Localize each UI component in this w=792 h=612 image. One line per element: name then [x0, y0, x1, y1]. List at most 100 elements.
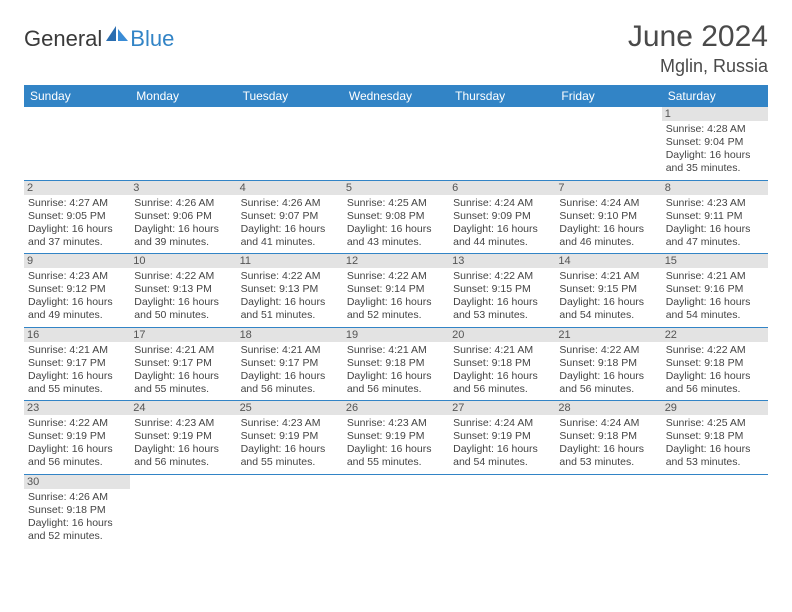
- sunset-line: Sunset: 9:19 PM: [453, 430, 551, 443]
- day-number: 3: [130, 181, 236, 195]
- sunrise-line: Sunrise: 4:21 AM: [666, 270, 764, 283]
- calendar-day-cell: 3Sunrise: 4:26 AMSunset: 9:06 PMDaylight…: [130, 180, 236, 254]
- daylight-line: Daylight: 16 hours and 56 minutes.: [666, 370, 764, 396]
- weekday-header: Wednesday: [343, 85, 449, 107]
- calendar-day-cell: 15Sunrise: 4:21 AMSunset: 9:16 PMDayligh…: [662, 254, 768, 328]
- day-number: 9: [24, 254, 130, 268]
- day-number: 11: [237, 254, 343, 268]
- sunrise-line: Sunrise: 4:25 AM: [666, 417, 764, 430]
- daylight-line: Daylight: 16 hours and 55 minutes.: [241, 443, 339, 469]
- daylight-line: Daylight: 16 hours and 56 minutes.: [134, 443, 232, 469]
- day-number: 16: [24, 328, 130, 342]
- daylight-line: Daylight: 16 hours and 56 minutes.: [28, 443, 126, 469]
- daylight-line: Daylight: 16 hours and 55 minutes.: [347, 443, 445, 469]
- sunrise-line: Sunrise: 4:22 AM: [134, 270, 232, 283]
- day-number: 28: [555, 401, 661, 415]
- calendar-day-cell: 9Sunrise: 4:23 AMSunset: 9:12 PMDaylight…: [24, 254, 130, 328]
- sunset-line: Sunset: 9:10 PM: [559, 210, 657, 223]
- sunset-line: Sunset: 9:18 PM: [666, 357, 764, 370]
- sunrise-line: Sunrise: 4:23 AM: [28, 270, 126, 283]
- sunset-line: Sunset: 9:06 PM: [134, 210, 232, 223]
- calendar-day-cell: 27 Sunrise: 4:24 AMSunset: 9:19 PMDayligh…: [449, 401, 555, 475]
- calendar-empty-cell: [555, 107, 661, 180]
- daylight-line: Daylight: 16 hours and 54 minutes.: [666, 296, 764, 322]
- sunset-line: Sunset: 9:04 PM: [666, 136, 764, 149]
- calendar-day-cell: 18Sunrise: 4:21 AMSunset: 9:17 PMDayligh…: [237, 327, 343, 401]
- day-number: 22: [662, 328, 768, 342]
- sunset-line: Sunset: 9:16 PM: [666, 283, 764, 296]
- calendar-empty-cell: [449, 474, 555, 547]
- sunset-line: Sunset: 9:09 PM: [453, 210, 551, 223]
- sunrise-line: Sunrise: 4:22 AM: [559, 344, 657, 357]
- sunrise-line: Sunrise: 4:23 AM: [666, 197, 764, 210]
- logo-text-main: General: [24, 26, 102, 52]
- sunrise-line: Sunrise: 4:24 AM: [559, 197, 657, 210]
- daylight-line: Daylight: 16 hours and 50 minutes.: [134, 296, 232, 322]
- sunrise-line: Sunrise: 4:24 AM: [453, 417, 551, 430]
- daylight-line: Daylight: 16 hours and 41 minutes.: [241, 223, 339, 249]
- day-number: 26: [343, 401, 449, 415]
- calendar-day-cell: 13Sunrise: 4:22 AMSunset: 9:15 PMDayligh…: [449, 254, 555, 328]
- daylight-line: Daylight: 16 hours and 39 minutes.: [134, 223, 232, 249]
- sunrise-line: Sunrise: 4:22 AM: [666, 344, 764, 357]
- calendar-empty-cell: [237, 107, 343, 180]
- daylight-line: Daylight: 16 hours and 53 minutes.: [559, 443, 657, 469]
- daylight-line: Daylight: 16 hours and 47 minutes.: [666, 223, 764, 249]
- calendar-day-cell: 6 Sunrise: 4:24 AMSunset: 9:09 PMDaylight…: [449, 180, 555, 254]
- calendar-day-cell: 10Sunrise: 4:22 AMSunset: 9:13 PMDayligh…: [130, 254, 236, 328]
- day-number: 10: [130, 254, 236, 268]
- daylight-line: Daylight: 16 hours and 54 minutes.: [453, 443, 551, 469]
- calendar-day-cell: 30Sunrise: 4:26 AMSunset: 9:18 PMDayligh…: [24, 474, 130, 547]
- logo-text-sub: Blue: [130, 26, 174, 52]
- daylight-line: Daylight: 16 hours and 52 minutes.: [28, 517, 126, 543]
- calendar-empty-cell: [449, 107, 555, 180]
- calendar-day-cell: 20Sunrise: 4:21 AMSunset: 9:18 PMDayligh…: [449, 327, 555, 401]
- calendar-empty-cell: [24, 107, 130, 180]
- calendar-day-cell: 4Sunrise: 4:26 AMSunset: 9:07 PMDaylight…: [237, 180, 343, 254]
- day-number: 8: [662, 181, 768, 195]
- day-number: 17: [130, 328, 236, 342]
- day-number: 7: [555, 181, 661, 195]
- sunset-line: Sunset: 9:12 PM: [28, 283, 126, 296]
- day-number: 24: [130, 401, 236, 415]
- day-number: 6: [449, 181, 555, 195]
- day-number: 23: [24, 401, 130, 415]
- calendar-day-cell: 23Sunrise: 4:22 AMSunset: 9:19 PMDayligh…: [24, 401, 130, 475]
- daylight-line: Daylight: 16 hours and 56 minutes.: [347, 370, 445, 396]
- calendar-day-cell: 21Sunrise: 4:22 AMSunset: 9:18 PMDayligh…: [555, 327, 661, 401]
- day-number: 20: [449, 328, 555, 342]
- sunrise-line: Sunrise: 4:22 AM: [347, 270, 445, 283]
- sunrise-line: Sunrise: 4:22 AM: [241, 270, 339, 283]
- daylight-line: Daylight: 16 hours and 37 minutes.: [28, 223, 126, 249]
- sunset-line: Sunset: 9:08 PM: [347, 210, 445, 223]
- weekday-header: Friday: [555, 85, 661, 107]
- sunset-line: Sunset: 9:18 PM: [453, 357, 551, 370]
- day-number: 14: [555, 254, 661, 268]
- calendar-empty-cell: [343, 474, 449, 547]
- calendar-day-cell: 11Sunrise: 4:22 AMSunset: 9:13 PMDayligh…: [237, 254, 343, 328]
- sunset-line: Sunset: 9:19 PM: [28, 430, 126, 443]
- daylight-line: Daylight: 16 hours and 56 minutes.: [559, 370, 657, 396]
- sunrise-line: Sunrise: 4:26 AM: [241, 197, 339, 210]
- calendar-empty-cell: [130, 474, 236, 547]
- weekday-header: Monday: [130, 85, 236, 107]
- day-number: 21: [555, 328, 661, 342]
- sunset-line: Sunset: 9:19 PM: [347, 430, 445, 443]
- calendar-day-cell: 16Sunrise: 4:21 AMSunset: 9:17 PMDayligh…: [24, 327, 130, 401]
- daylight-line: Daylight: 16 hours and 52 minutes.: [347, 296, 445, 322]
- daylight-line: Daylight: 16 hours and 44 minutes.: [453, 223, 551, 249]
- calendar-day-cell: 8Sunrise: 4:23 AMSunset: 9:11 PMDaylight…: [662, 180, 768, 254]
- day-number: 27: [449, 401, 555, 415]
- daylight-line: Daylight: 16 hours and 53 minutes.: [453, 296, 551, 322]
- sunrise-line: Sunrise: 4:24 AM: [453, 197, 551, 210]
- day-number: 12: [343, 254, 449, 268]
- sunrise-line: Sunrise: 4:23 AM: [134, 417, 232, 430]
- day-number: 29: [662, 401, 768, 415]
- calendar-empty-cell: [343, 107, 449, 180]
- logo-sail-icon: [104, 24, 130, 47]
- sunrise-line: Sunrise: 4:26 AM: [28, 491, 126, 504]
- calendar-day-cell: 5Sunrise: 4:25 AMSunset: 9:08 PMDaylight…: [343, 180, 449, 254]
- sunrise-line: Sunrise: 4:28 AM: [666, 123, 764, 136]
- calendar-day-cell: 22 Sunrise: 4:22 AMSunset: 9:18 PMDayligh…: [662, 327, 768, 401]
- sunset-line: Sunset: 9:17 PM: [28, 357, 126, 370]
